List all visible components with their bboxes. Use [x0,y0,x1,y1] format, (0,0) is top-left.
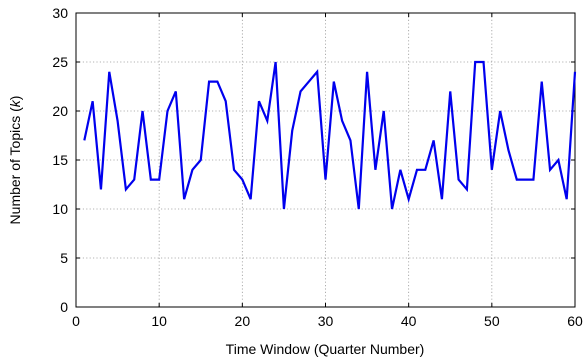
y-tick-label: 20 [52,103,68,119]
y-tick-label: 30 [52,5,68,21]
y-tick-label: 25 [52,54,68,70]
x-tick-label: 50 [484,313,500,329]
series-line [83,60,577,210]
x-axis-label: Time Window (Quarter Number) [226,341,425,357]
x-tick-label: 60 [567,313,583,329]
ticks: 0 10 20 30 40 50 60 0 5 10 15 20 25 30 [52,5,583,329]
grid [76,13,575,307]
x-tick-label: 20 [235,313,251,329]
x-tick-label: 10 [151,313,167,329]
x-tick-label: 0 [72,313,80,329]
y-axis-label: Number of Topics (k) [7,96,23,225]
y-tick-label: 10 [52,201,68,217]
x-tick-label: 40 [401,313,417,329]
y-tick-label: 0 [60,299,68,315]
x-tick-label: 30 [318,313,334,329]
y-tick-label: 15 [52,152,68,168]
y-tick-label: 5 [60,250,68,266]
